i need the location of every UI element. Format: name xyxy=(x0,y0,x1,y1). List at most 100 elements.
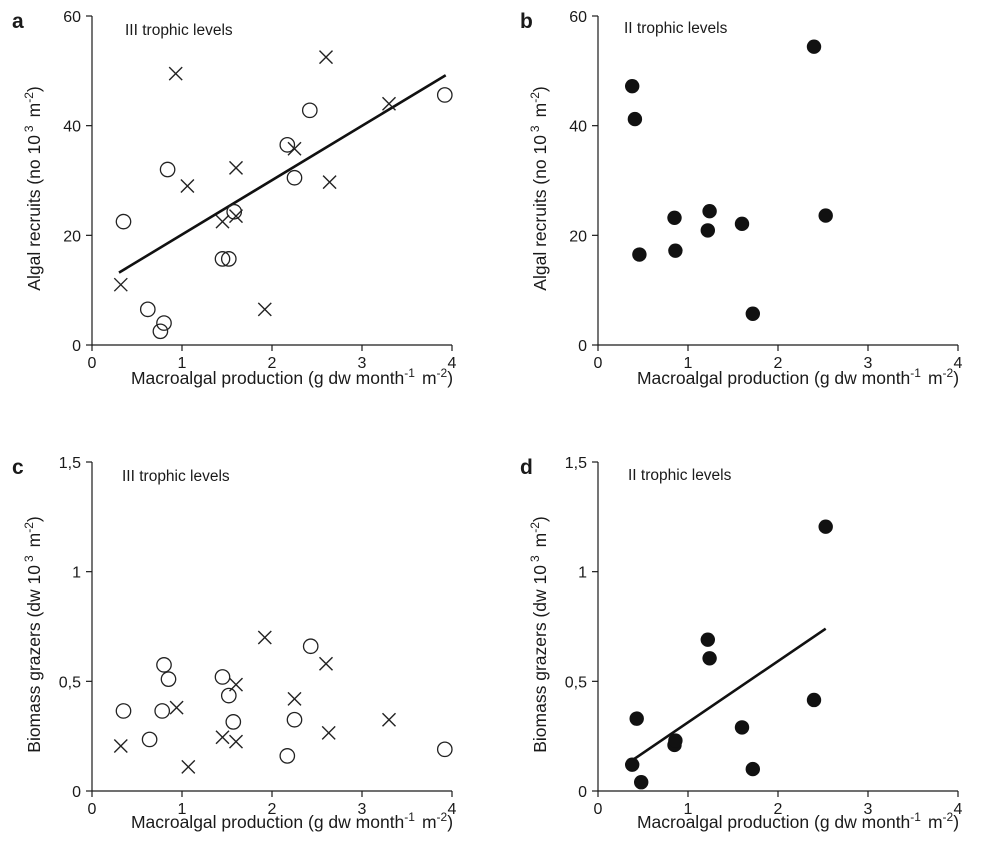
data-point-cross xyxy=(229,160,243,175)
panel-letter: d xyxy=(520,456,533,479)
y-tick-label: 40 xyxy=(63,119,81,136)
data-point-cross xyxy=(215,730,230,745)
y-tick-label: 0 xyxy=(578,338,587,355)
data-point-open-circle xyxy=(436,741,453,758)
y-tick-label: 60 xyxy=(63,9,81,26)
data-point-cross xyxy=(382,712,396,727)
x-axis-label-text: m xyxy=(422,368,437,388)
y-axis-label: Algal recruits (no 10 3 m-2) xyxy=(22,86,44,290)
data-point-open-circle xyxy=(115,703,132,719)
y-axis-label-text: ) xyxy=(24,516,44,522)
x-axis-label-superscript: -2 xyxy=(943,366,954,380)
y-axis-label-text: Biomass grazers (dw 10 xyxy=(530,565,550,753)
data-point-open-circle xyxy=(152,323,169,340)
data-point-open-circle xyxy=(139,301,156,318)
y-axis-label-superscript: -2 xyxy=(22,522,36,533)
data-point-open-circle xyxy=(279,748,296,764)
x-axis-label-superscript: -2 xyxy=(943,810,954,824)
x-tick-label: 1 xyxy=(178,355,187,372)
y-axis-label: Algal recruits (no 10 3 m-2) xyxy=(528,86,550,290)
x-axis-label: Macroalgal production (g dw month-1 m-2) xyxy=(637,810,959,832)
trophic-level-note: II trophic levels xyxy=(624,20,728,37)
y-axis-label-text: m xyxy=(530,103,550,118)
x-axis-label-text: ) xyxy=(447,368,453,388)
data-point-filled-circle xyxy=(702,204,717,219)
data-point-cross xyxy=(113,277,128,292)
data-point-filled-circle xyxy=(818,519,833,534)
data-point-open-circle xyxy=(156,315,172,331)
x-tick-label: 0 xyxy=(88,801,97,818)
x-axis-label-text: Macroalgal production (g dw month xyxy=(131,368,404,388)
y-tick-label: 20 xyxy=(569,228,587,245)
data-point-filled-circle xyxy=(634,775,649,790)
y-axis-label-text: Algal recruits (no 10 xyxy=(24,135,44,291)
data-point-cross xyxy=(257,302,272,317)
y-tick-label: 20 xyxy=(63,228,81,245)
x-tick-label: 1 xyxy=(684,801,693,818)
data-point-open-circle xyxy=(286,169,303,186)
x-axis-label-text: ) xyxy=(953,368,959,388)
y-axis-label-superscript: -2 xyxy=(22,92,36,103)
data-point-cross xyxy=(321,725,336,740)
data-point-cross xyxy=(169,700,184,715)
x-tick-label: 3 xyxy=(864,355,873,372)
data-point-cross xyxy=(168,66,183,81)
trophic-level-note: III trophic levels xyxy=(122,468,230,485)
y-axis-label-text: m xyxy=(24,103,44,118)
data-point-cross xyxy=(287,141,302,156)
data-point-open-circle xyxy=(141,731,158,748)
y-tick-label: 1,5 xyxy=(59,455,81,472)
y-axis-label-text: ) xyxy=(530,516,550,522)
trophic-level-note: II trophic levels xyxy=(628,467,732,484)
data-point-open-circle xyxy=(115,213,132,230)
data-point-open-circle xyxy=(286,711,303,728)
data-point-filled-circle xyxy=(806,39,822,54)
data-point-filled-circle xyxy=(627,111,643,127)
x-axis-label-text: m xyxy=(928,812,943,832)
x-tick-label: 0 xyxy=(594,355,603,372)
data-point-filled-circle xyxy=(668,733,683,748)
regression-line xyxy=(118,74,447,274)
data-point-open-circle xyxy=(220,687,237,704)
x-tick-label: 1 xyxy=(178,801,187,818)
y-axis-label-superscript: 3 xyxy=(22,125,36,132)
data-point-open-circle xyxy=(160,671,177,687)
y-tick-label: 0,5 xyxy=(565,674,587,691)
data-point-cross xyxy=(382,96,396,111)
x-axis-label-superscript: -1 xyxy=(910,366,921,380)
data-point-cross xyxy=(319,656,333,671)
y-axis-label-text: Algal recruits (no 10 xyxy=(530,135,550,291)
x-axis-label-superscript: -2 xyxy=(437,366,448,380)
data-point-filled-circle xyxy=(700,223,715,238)
y-axis-label-superscript: -2 xyxy=(528,522,542,533)
data-point-filled-circle xyxy=(629,711,644,726)
data-point-open-circle xyxy=(279,137,296,153)
trophic-level-note: III trophic levels xyxy=(125,22,233,39)
x-axis-label-text: Macroalgal production (g dw month xyxy=(637,812,910,832)
data-point-open-circle xyxy=(226,203,243,220)
x-axis-label-superscript: -1 xyxy=(404,366,415,380)
data-point-cross xyxy=(287,691,302,706)
y-axis-label-superscript: 3 xyxy=(528,555,542,562)
y-axis-label-text: m xyxy=(24,533,44,548)
y-tick-label: 0 xyxy=(578,784,587,801)
data-point-cross xyxy=(229,734,243,749)
x-tick-label: 1 xyxy=(684,355,693,372)
x-tick-label: 2 xyxy=(268,801,277,818)
data-point-cross xyxy=(181,759,196,774)
x-tick-label: 4 xyxy=(954,801,963,818)
x-axis-label-superscript: -1 xyxy=(404,810,415,824)
y-axis-label-text: ) xyxy=(530,86,550,92)
y-tick-label: 60 xyxy=(569,9,587,26)
panel-c: c III trophic levels 0 1 2 3 4 0 0,5 1 1,5 Macroalg… xyxy=(12,455,457,832)
x-axis-label: Macroalgal production (g dw month-1 m-2) xyxy=(637,366,959,388)
data-point-filled-circle xyxy=(625,757,640,772)
data-point-cross xyxy=(322,175,337,190)
y-tick-label: 1 xyxy=(578,565,587,582)
data-point-cross xyxy=(215,214,230,229)
y-tick-label: 0 xyxy=(72,784,81,801)
data-point-open-circle xyxy=(436,87,453,103)
y-axis-label-superscript: 3 xyxy=(22,555,36,562)
